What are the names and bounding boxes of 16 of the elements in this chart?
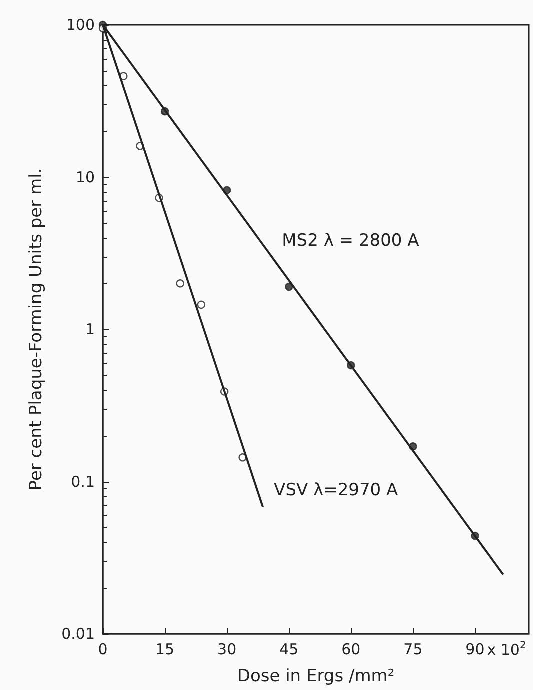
y-tick-label: 0.1	[71, 472, 95, 491]
x-tick-label: 75	[404, 640, 423, 658]
series-label: VSV λ=2970 A	[274, 480, 398, 500]
y-tick-label: 0.01	[62, 625, 95, 643]
x-tick-label: 60	[342, 640, 361, 658]
x-tick-label: 0	[98, 640, 108, 658]
x-tick-label: 45	[280, 640, 299, 658]
series-label: MS2 λ = 2800 A	[282, 230, 420, 251]
x-axis-title: Dose in Ergs /mm²	[237, 666, 395, 686]
y-tick-label: 1	[85, 320, 95, 338]
y-axis-title: Per cent Plaque-Forming Units per ml.	[26, 168, 46, 491]
y-tick-label: 10	[76, 168, 95, 186]
x-tick-label: 90	[466, 640, 485, 658]
x-tick-label: 30	[218, 640, 237, 658]
y-tick-label: 100	[66, 16, 95, 34]
x-tick-label: 15	[155, 640, 175, 658]
